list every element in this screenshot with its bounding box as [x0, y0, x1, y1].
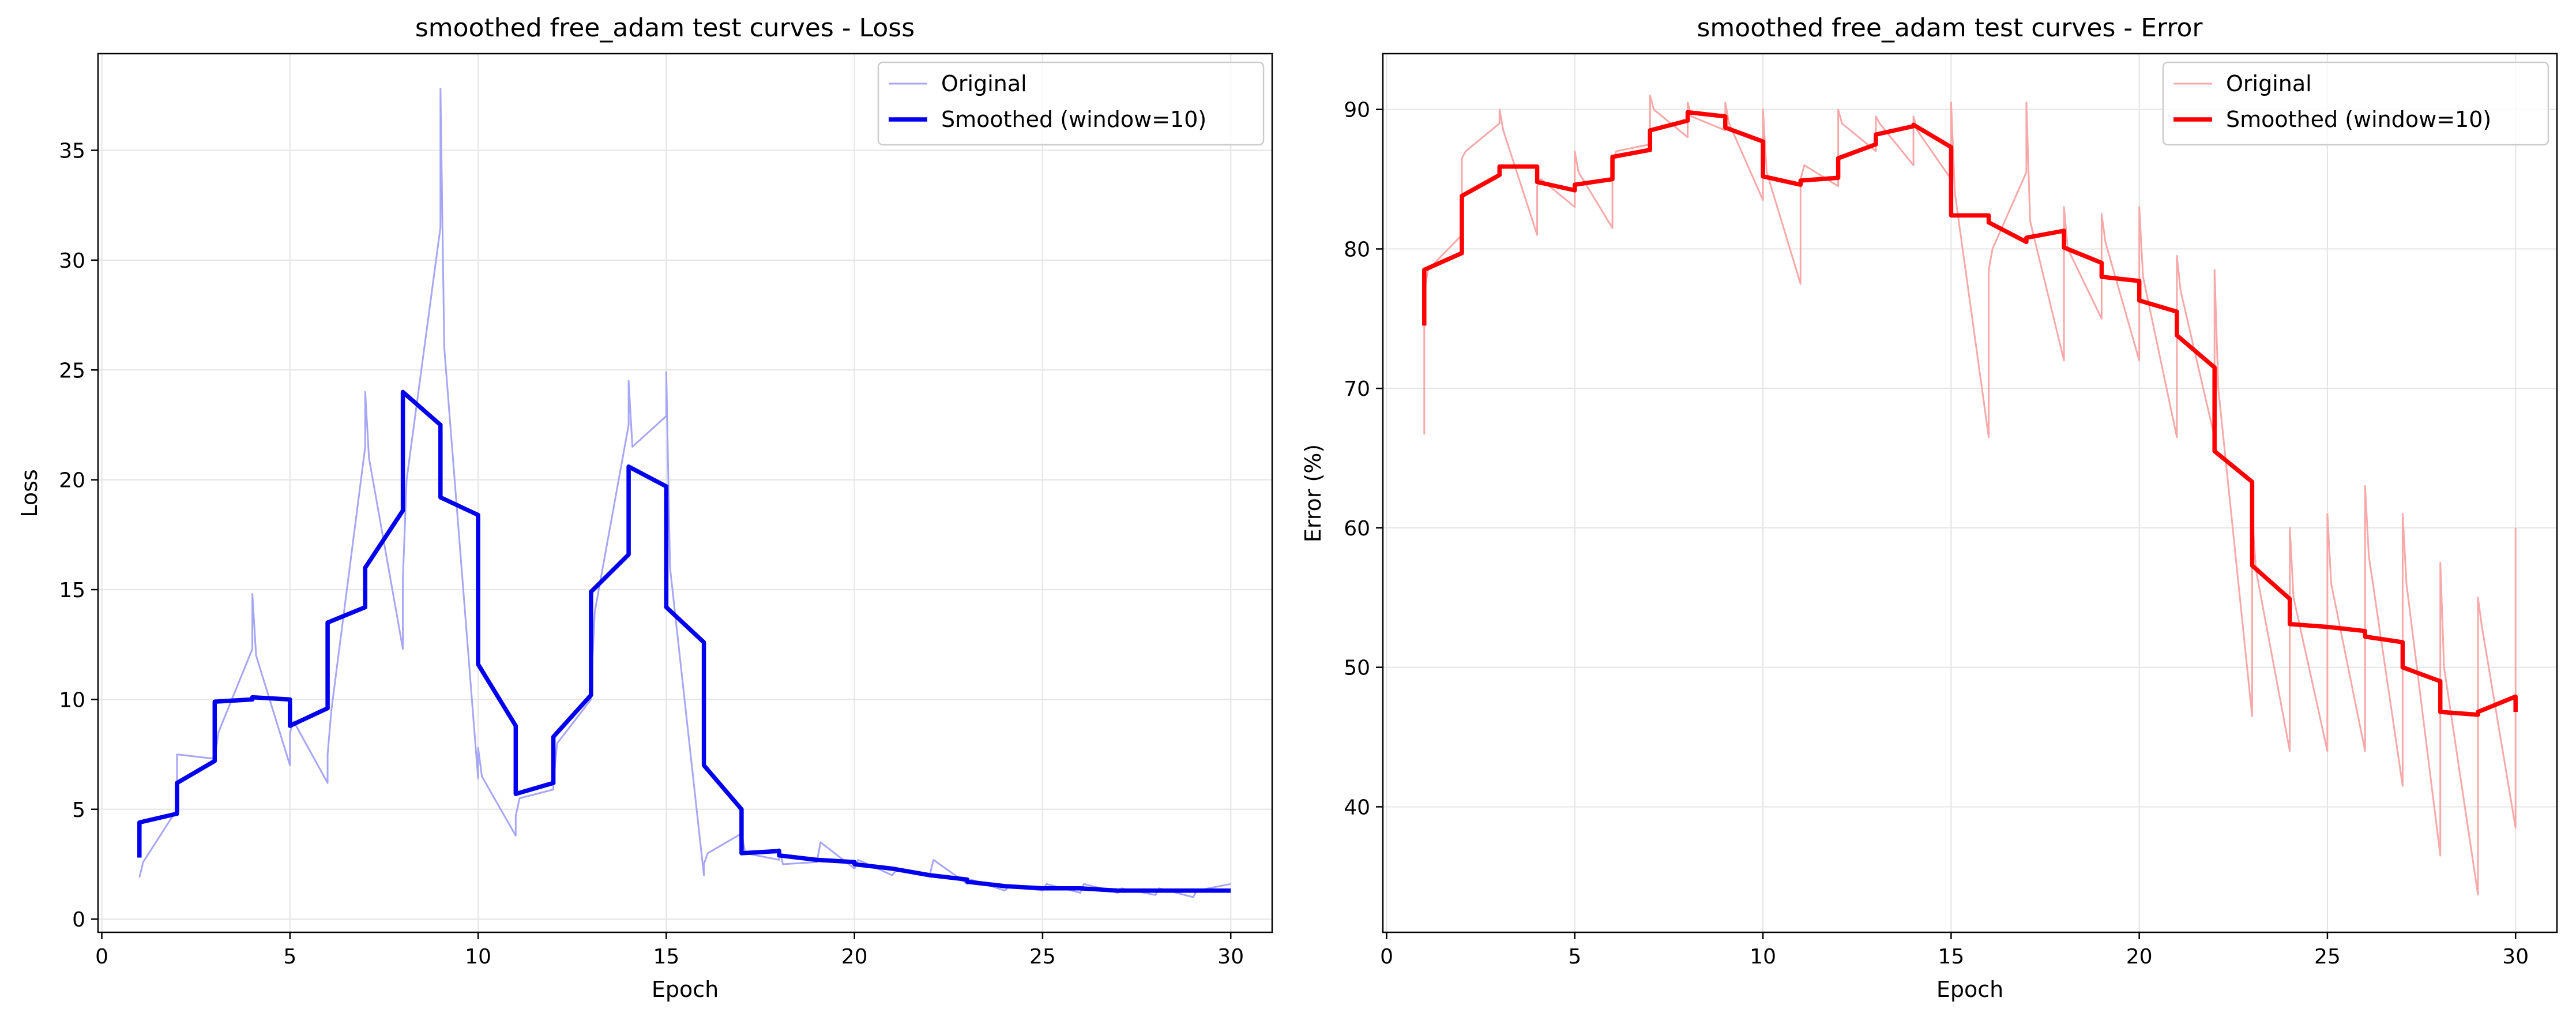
axis-ticks: 0 5 10 15 20 25 30 40 50 60 70 80 90 [1344, 99, 2529, 969]
legend-box [2162, 61, 2549, 146]
plot-frame [1382, 52, 2558, 933]
plot-frame [97, 52, 1273, 933]
x-tick-label: 10 [1750, 945, 1776, 969]
series-original-line [138, 88, 1231, 898]
y-tick-label: 15 [59, 579, 85, 602]
chart-title: smoothed free_adam test curves - Loss [415, 13, 915, 43]
legend-smoothed-label: Smoothed (window=10) [941, 107, 1206, 132]
y-tick-label: 30 [59, 249, 85, 273]
x-tick-label: 20 [841, 945, 868, 969]
y-axis-label: Loss [17, 469, 42, 517]
legend: Original Smoothed (window=10) [877, 61, 1265, 146]
y-tick-label: 60 [1344, 517, 1370, 541]
x-axis-label: Epoch [652, 977, 719, 1002]
y-tick-label: 10 [59, 688, 85, 712]
x-tick-label: 25 [1029, 945, 1056, 969]
y-tick-label: 40 [1344, 796, 1370, 819]
plot-lines [1422, 95, 2518, 896]
legend-original-label: Original [2226, 71, 2312, 96]
y-tick-label: 90 [1344, 99, 1370, 122]
x-tick-label: 5 [1568, 945, 1581, 969]
legend: Original Smoothed (window=10) [2162, 61, 2549, 146]
x-tick-label: 15 [1938, 945, 1964, 969]
series-smoothed-line [1422, 110, 2518, 717]
x-tick-label: 0 [1380, 945, 1393, 969]
y-tick-label: 5 [72, 798, 85, 822]
x-tick-label: 0 [95, 945, 108, 969]
series-original-line [1423, 95, 2517, 896]
chart-title: smoothed free_adam test curves - Error [1697, 13, 2203, 43]
legend-smoothed-label: Smoothed (window=10) [2226, 107, 2491, 132]
x-tick-label: 20 [2126, 945, 2153, 969]
x-tick-label: 15 [653, 945, 679, 969]
x-tick-label: 30 [2502, 945, 2529, 969]
y-tick-label: 80 [1344, 238, 1370, 261]
y-tick-label: 0 [72, 908, 85, 932]
y-tick-label: 70 [1344, 377, 1370, 401]
error-chart: smoothed free_adam test curves - Error E… [1300, 13, 2558, 1002]
x-tick-label: 30 [1217, 945, 1244, 969]
loss-chart: smoothed free_adam test curves - Loss Ep… [17, 13, 1273, 1002]
y-tick-label: 35 [59, 140, 85, 163]
x-tick-label: 10 [465, 945, 491, 969]
y-tick-label: 20 [59, 469, 85, 493]
y-tick-label: 25 [59, 359, 85, 382]
legend-box [877, 61, 1265, 146]
x-axis-label: Epoch [1936, 977, 2003, 1002]
y-tick-label: 50 [1344, 657, 1370, 680]
series-smoothed-line [137, 389, 1231, 893]
x-tick-label: 5 [283, 945, 296, 969]
x-tick-label: 25 [2314, 945, 2341, 969]
legend-original-label: Original [941, 71, 1027, 96]
axis-ticks: 0 5 10 15 20 25 30 0 5 10 15 20 25 30 35 [59, 140, 1244, 969]
y-axis-label: Error (%) [1300, 444, 1326, 542]
plot-lines [137, 88, 1231, 898]
